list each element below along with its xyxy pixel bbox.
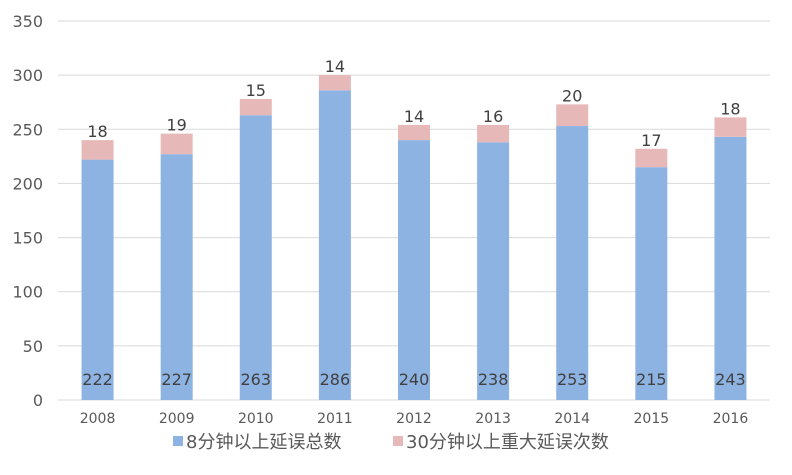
y-tick-label: 100 bbox=[12, 283, 43, 302]
data-label: 18 bbox=[720, 99, 740, 118]
data-label: 17 bbox=[641, 131, 661, 150]
y-tick-label: 150 bbox=[12, 229, 43, 248]
y-tick-label: 250 bbox=[12, 120, 43, 139]
x-tick-label: 2013 bbox=[475, 411, 511, 427]
bar-0 bbox=[635, 167, 668, 400]
y-tick-label: 0 bbox=[33, 391, 43, 410]
x-tick-label: 2010 bbox=[238, 411, 274, 427]
x-tick-label: 2015 bbox=[634, 411, 670, 427]
x-tick-label: 2011 bbox=[317, 411, 353, 427]
x-tick-label: 2009 bbox=[159, 411, 195, 427]
bar-0 bbox=[714, 136, 747, 400]
bar-0 bbox=[398, 140, 430, 400]
data-label: 222 bbox=[82, 370, 113, 389]
data-label: 18 bbox=[87, 122, 107, 141]
x-tick-label: 2008 bbox=[80, 411, 116, 427]
data-label: 16 bbox=[483, 107, 503, 126]
bar-1 bbox=[714, 117, 747, 137]
data-label: 227 bbox=[161, 370, 192, 389]
legend-swatch bbox=[173, 436, 183, 446]
data-label: 15 bbox=[246, 81, 266, 100]
data-label: 263 bbox=[241, 370, 272, 389]
data-label: 14 bbox=[325, 57, 345, 76]
data-label: 215 bbox=[636, 370, 667, 389]
y-tick-label: 300 bbox=[12, 66, 43, 85]
bar-0 bbox=[556, 126, 589, 400]
x-tick-label: 2016 bbox=[713, 411, 749, 427]
bar-1 bbox=[556, 104, 589, 127]
bar-1 bbox=[160, 133, 193, 155]
bar-1 bbox=[239, 98, 272, 116]
y-tick-label: 200 bbox=[12, 174, 43, 193]
bar-1 bbox=[477, 124, 510, 143]
data-label: 14 bbox=[404, 107, 424, 126]
legend-label: 8分钟以上延误总数 bbox=[186, 432, 341, 453]
bar-0 bbox=[239, 115, 272, 401]
bar-0 bbox=[160, 154, 193, 400]
data-label: 238 bbox=[478, 370, 509, 389]
data-label: 19 bbox=[166, 116, 186, 135]
y-tick-label: 350 bbox=[12, 12, 43, 31]
bar-0 bbox=[81, 159, 114, 400]
bar-1 bbox=[635, 148, 668, 168]
legend-swatch bbox=[393, 436, 403, 446]
x-tick-label: 2012 bbox=[396, 411, 432, 427]
data-label: 286 bbox=[320, 370, 351, 389]
data-label: 253 bbox=[557, 370, 588, 389]
bar-1 bbox=[318, 75, 351, 91]
bar-0 bbox=[318, 90, 351, 400]
bar-0 bbox=[477, 142, 510, 400]
legend-label: 30分钟以上重大延误次数 bbox=[406, 432, 609, 453]
data-label: 243 bbox=[715, 370, 746, 389]
y-tick-label: 50 bbox=[23, 337, 43, 356]
bar-1 bbox=[81, 140, 114, 160]
data-label: 20 bbox=[562, 86, 582, 105]
x-tick-label: 2014 bbox=[554, 411, 590, 427]
bar-1 bbox=[398, 124, 430, 141]
data-label: 240 bbox=[399, 370, 430, 389]
